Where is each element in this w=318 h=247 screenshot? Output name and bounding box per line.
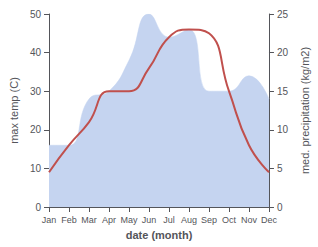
svg-text:10: 10 <box>30 163 42 174</box>
svg-text:Sep: Sep <box>201 215 217 225</box>
svg-text:30: 30 <box>30 86 42 97</box>
svg-text:Aug: Aug <box>181 215 197 225</box>
svg-text:Jun: Jun <box>142 215 157 225</box>
svg-text:max temp (C): max temp (C) <box>8 77 20 144</box>
svg-text:Oct: Oct <box>222 215 237 225</box>
svg-text:0: 0 <box>277 202 283 213</box>
svg-text:0: 0 <box>35 202 41 213</box>
svg-text:50: 50 <box>30 9 42 20</box>
svg-text:40: 40 <box>30 47 42 58</box>
svg-text:20: 20 <box>277 47 289 58</box>
svg-text:5: 5 <box>277 163 283 174</box>
svg-text:May: May <box>120 215 138 225</box>
svg-text:Jan: Jan <box>42 215 57 225</box>
svg-text:20: 20 <box>30 124 42 135</box>
svg-text:10: 10 <box>277 124 289 135</box>
svg-text:Mar: Mar <box>81 215 97 225</box>
svg-text:25: 25 <box>277 9 289 20</box>
svg-text:Apr: Apr <box>102 215 116 225</box>
svg-text:Dec: Dec <box>261 215 278 225</box>
svg-text:Nov: Nov <box>241 215 258 225</box>
svg-text:15: 15 <box>277 86 289 97</box>
svg-text:med. precipitation (kg/m2): med. precipitation (kg/m2) <box>299 47 311 174</box>
svg-text:Feb: Feb <box>61 215 77 225</box>
svg-text:date (month): date (month) <box>126 229 193 241</box>
svg-text:Jul: Jul <box>163 215 175 225</box>
